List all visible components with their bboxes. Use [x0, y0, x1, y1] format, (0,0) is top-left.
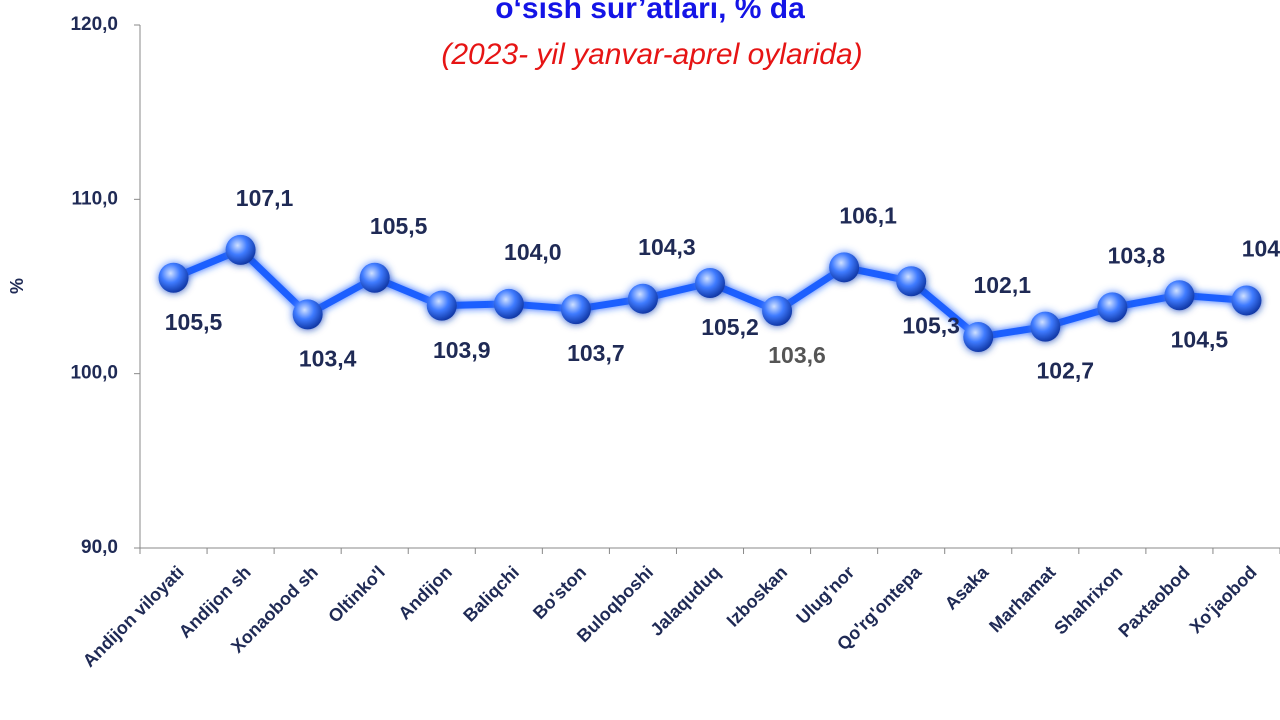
x-tick-label: Andijon	[394, 562, 456, 624]
data-label: 105,5	[165, 309, 223, 335]
point	[762, 295, 793, 326]
data-label: 104,0	[504, 239, 562, 265]
data-label: 106,1	[839, 202, 897, 228]
point	[1164, 280, 1195, 311]
data-label: 104,3	[638, 234, 696, 260]
chart-title: o‘sish sur’atlari, % da	[495, 0, 805, 25]
y-tick-label: 120,0	[70, 14, 118, 35]
x-tick-label: Asaka	[941, 561, 993, 613]
data-label: 103,8	[1108, 242, 1166, 268]
y-tick-label: 100,0	[70, 363, 118, 384]
data-label: 104,2	[1242, 236, 1280, 262]
data-label: 103,6	[768, 342, 826, 368]
point	[896, 266, 927, 297]
point	[1097, 292, 1128, 323]
x-tick-label: Bo'ston	[529, 562, 590, 623]
y-axis-label: %	[7, 278, 27, 294]
point	[292, 299, 323, 330]
data-label: 103,7	[567, 340, 625, 366]
x-tick-label: Jalaquduq	[646, 562, 724, 640]
y-tick-label: 110,0	[72, 188, 119, 209]
data-label: 105,5	[370, 213, 428, 239]
point	[1030, 311, 1061, 342]
point	[695, 268, 725, 299]
data-label: 103,9	[433, 337, 491, 363]
y-tick-label: 90,0	[81, 537, 118, 558]
point	[627, 283, 658, 314]
data-label: 105,3	[902, 312, 960, 338]
data-label: 102,7	[1037, 358, 1095, 384]
x-tick-label: Xo'jaobod	[1186, 562, 1261, 637]
point	[829, 252, 860, 283]
x-tick-label: Ulug'nor	[792, 562, 858, 628]
data-label: 105,2	[701, 314, 759, 340]
point	[1231, 285, 1262, 316]
point	[359, 262, 390, 293]
x-tick-label: Izboskan	[723, 562, 792, 631]
chart-subtitle: (2023- yil yanvar-aprel oylarida)	[441, 38, 862, 71]
point	[560, 294, 591, 325]
point	[963, 322, 994, 353]
point	[225, 234, 256, 265]
x-tick-label: Andijon viloyati	[79, 562, 188, 671]
data-label: 104,5	[1171, 326, 1229, 352]
x-tick-label: Baliqchi	[459, 562, 523, 626]
data-label: 103,4	[299, 345, 357, 371]
point	[426, 290, 457, 321]
x-tick-label: Oltinko'l	[324, 562, 389, 627]
x-tick-label: Paxtaobod	[1114, 562, 1193, 641]
x-tick-label: Marhamat	[985, 562, 1059, 636]
point	[493, 288, 524, 319]
data-label: 102,1	[973, 272, 1031, 298]
data-label: 107,1	[236, 185, 294, 211]
point	[158, 262, 189, 293]
